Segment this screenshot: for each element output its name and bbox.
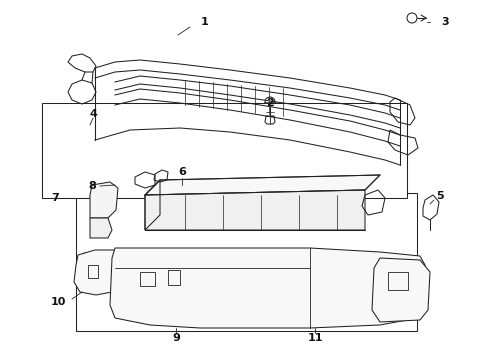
Text: 9: 9 <box>172 333 180 343</box>
Text: 2: 2 <box>266 98 274 108</box>
Text: 8: 8 <box>88 181 96 191</box>
FancyBboxPatch shape <box>76 193 416 331</box>
FancyBboxPatch shape <box>42 103 407 198</box>
Polygon shape <box>110 248 425 328</box>
Polygon shape <box>145 175 380 195</box>
Text: 3: 3 <box>441 17 449 27</box>
Text: 7: 7 <box>51 193 59 203</box>
Polygon shape <box>74 250 118 295</box>
Polygon shape <box>372 258 430 322</box>
Polygon shape <box>145 190 365 230</box>
Polygon shape <box>90 182 118 218</box>
Text: 6: 6 <box>178 167 186 177</box>
Polygon shape <box>90 218 112 238</box>
Text: 11: 11 <box>307 333 323 343</box>
Text: 5: 5 <box>436 191 444 201</box>
Text: 10: 10 <box>50 297 66 307</box>
Text: 4: 4 <box>89 109 97 119</box>
Text: 1: 1 <box>201 17 209 27</box>
